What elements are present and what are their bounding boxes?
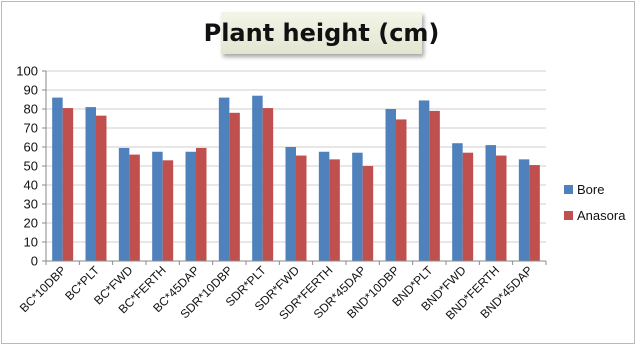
legend: Bore Anasora bbox=[564, 182, 626, 223]
y-tick-label: 70 bbox=[24, 121, 38, 136]
bar-anasora-14 bbox=[496, 155, 507, 261]
bar-bore-14 bbox=[485, 145, 496, 261]
y-tick-label: 10 bbox=[24, 235, 38, 250]
y-axis-ticks: 0 10 20 30 40 50 60 70 80 90 100 bbox=[16, 64, 46, 269]
y-tick-label: 0 bbox=[31, 254, 38, 269]
y-tick-label: 40 bbox=[24, 178, 38, 193]
bar-bore-5 bbox=[185, 151, 196, 261]
bar-bore-10 bbox=[352, 152, 363, 261]
y-tick-label: 30 bbox=[24, 197, 38, 212]
y-tick-label: 50 bbox=[24, 159, 38, 174]
legend-swatch-anasora bbox=[564, 211, 573, 220]
x-axis-labels: BC*10DBPBC*PLTBC*FWDBC*FERTHBC*45DAPSDR*… bbox=[17, 263, 536, 323]
bar-anasora-6 bbox=[229, 112, 240, 261]
bar-bore-3 bbox=[118, 147, 130, 261]
bar-anasora-5 bbox=[196, 147, 207, 261]
legend-label-anasora: Anasora bbox=[577, 208, 626, 223]
bars bbox=[52, 95, 540, 262]
bar-bore-13 bbox=[452, 143, 463, 261]
chart-title: Plant height (cm) bbox=[203, 19, 440, 47]
bar-bore-2 bbox=[85, 107, 96, 261]
bar-anasora-9 bbox=[329, 159, 340, 261]
axes bbox=[45, 71, 547, 265]
bar-bore-6 bbox=[218, 97, 230, 261]
bar-bore-15 bbox=[518, 159, 530, 261]
bar-bore-9 bbox=[318, 151, 330, 261]
bar-bore-8 bbox=[285, 147, 296, 261]
x-category-label: BC*10DBP bbox=[17, 263, 69, 315]
bar-anasora-15 bbox=[529, 165, 540, 261]
bar-anasora-8 bbox=[296, 155, 307, 261]
bar-anasora-2 bbox=[96, 115, 107, 262]
bar-anasora-3 bbox=[129, 154, 140, 261]
y-tick-label: 80 bbox=[24, 102, 38, 117]
bar-anasora-11 bbox=[396, 119, 407, 261]
y-tick-label: 20 bbox=[24, 216, 38, 231]
bar-bore-4 bbox=[152, 151, 163, 261]
y-tick-label: 90 bbox=[24, 83, 38, 98]
bar-bore-1 bbox=[52, 97, 63, 261]
bar-anasora-7 bbox=[262, 108, 274, 261]
bar-bore-11 bbox=[385, 109, 396, 261]
y-tick-label: 60 bbox=[24, 140, 38, 155]
legend-swatch-bore bbox=[564, 185, 573, 194]
bar-anasora-12 bbox=[429, 110, 440, 262]
bar-anasora-1 bbox=[62, 108, 74, 261]
y-tick-label: 100 bbox=[16, 64, 38, 79]
bar-anasora-13 bbox=[462, 152, 474, 261]
chart-title-box: Plant height (cm) bbox=[204, 12, 439, 54]
bar-anasora-4 bbox=[162, 160, 174, 261]
legend-label-bore: Bore bbox=[577, 182, 604, 197]
bar-bore-7 bbox=[252, 95, 263, 261]
bar-bore-12 bbox=[418, 100, 430, 261]
bar-anasora-10 bbox=[362, 166, 374, 261]
